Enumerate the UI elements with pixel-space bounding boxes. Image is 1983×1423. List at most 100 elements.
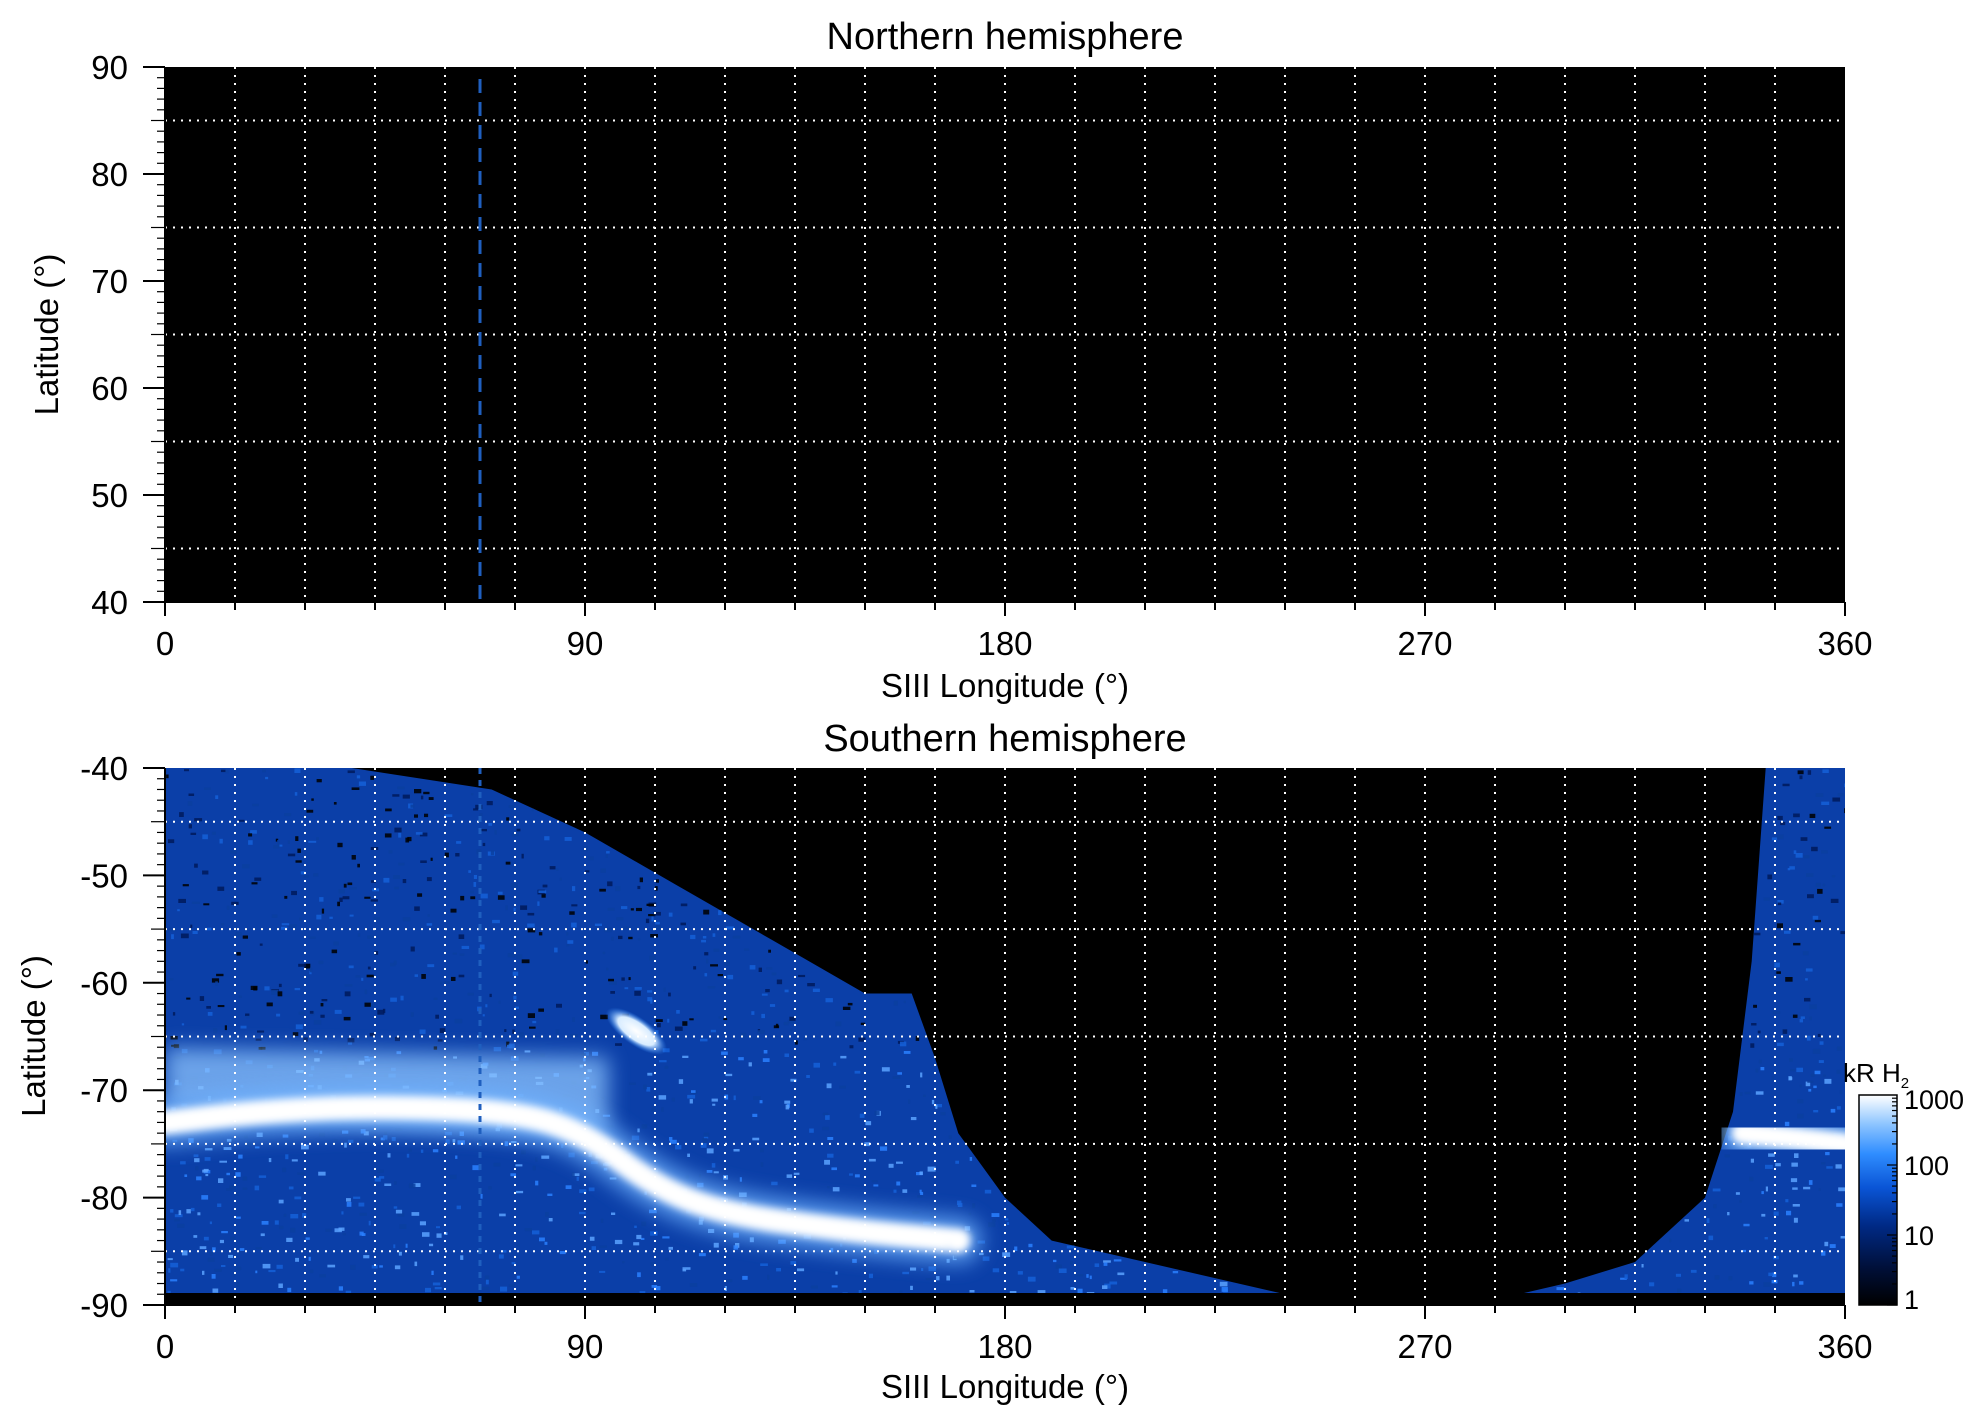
noise-pixel bbox=[180, 933, 189, 939]
noise-pixel bbox=[710, 1029, 716, 1033]
noise-pixel bbox=[740, 1032, 747, 1038]
noise-pixel bbox=[775, 1023, 779, 1028]
noise-pixel bbox=[405, 837, 410, 843]
noise-pixel bbox=[602, 951, 606, 955]
noise-pixel bbox=[1750, 1043, 1755, 1048]
noise-pixel bbox=[320, 1003, 324, 1007]
noise-pixel bbox=[682, 1269, 687, 1272]
noise-pixel bbox=[798, 974, 806, 978]
noise-pixel bbox=[252, 803, 259, 807]
noise-pixel bbox=[237, 819, 245, 822]
noise-pixel bbox=[706, 1148, 714, 1154]
noise-pixel bbox=[1793, 1217, 1798, 1223]
noise-pixel bbox=[689, 1283, 698, 1287]
noise-pixel bbox=[400, 995, 404, 1001]
noise-pixel bbox=[215, 981, 218, 986]
noise-pixel bbox=[435, 1014, 439, 1019]
noise-pixel bbox=[320, 1014, 325, 1018]
noise-pixel bbox=[822, 1112, 829, 1116]
noise-pixel bbox=[623, 926, 631, 929]
noise-pixel bbox=[548, 1218, 553, 1222]
noise-pixel bbox=[342, 896, 350, 900]
noise-pixel bbox=[316, 914, 322, 920]
noise-pixel bbox=[706, 1170, 713, 1173]
noise-pixel bbox=[309, 970, 312, 975]
noise-pixel bbox=[783, 1021, 789, 1026]
noise-pixel bbox=[338, 889, 345, 894]
noise-pixel bbox=[1793, 942, 1801, 946]
noise-pixel bbox=[761, 993, 768, 996]
noise-pixel bbox=[1814, 1070, 1821, 1075]
noise-pixel bbox=[637, 885, 641, 890]
noise-pixel bbox=[350, 1264, 356, 1270]
noise-pixel bbox=[204, 787, 211, 790]
noise-pixel bbox=[226, 905, 230, 910]
south-coverage-region bbox=[165, 768, 1845, 1305]
noise-pixel bbox=[455, 853, 460, 857]
noise-pixel bbox=[394, 1265, 401, 1270]
noise-pixel bbox=[680, 922, 686, 926]
noise-pixel bbox=[591, 1246, 596, 1250]
noise-pixel bbox=[693, 966, 697, 970]
noise-pixel bbox=[1813, 1110, 1819, 1113]
noise-pixel bbox=[394, 1036, 400, 1042]
noise-pixel bbox=[230, 1236, 236, 1241]
south-main-oval bbox=[165, 1095, 971, 1253]
noise-pixel bbox=[1649, 1282, 1655, 1287]
noise-pixel bbox=[733, 1149, 740, 1152]
noise-pixel bbox=[654, 886, 658, 891]
noise-pixel bbox=[859, 1113, 865, 1118]
noise-pixel bbox=[476, 849, 482, 855]
noise-pixel bbox=[1790, 1069, 1796, 1072]
noise-pixel bbox=[395, 1209, 403, 1214]
noise-pixel bbox=[1821, 850, 1828, 854]
noise-pixel bbox=[539, 1237, 545, 1242]
noise-pixel bbox=[881, 1067, 890, 1072]
noise-pixel bbox=[927, 1166, 936, 1172]
noise-pixel bbox=[621, 977, 625, 981]
noise-pixel bbox=[411, 1212, 420, 1216]
noise-pixel bbox=[265, 776, 269, 780]
noise-pixel bbox=[479, 813, 483, 817]
noise-pixel bbox=[504, 1029, 507, 1032]
noise-pixel bbox=[427, 914, 430, 917]
y-tick-label: -90 bbox=[80, 1287, 128, 1324]
noise-pixel bbox=[512, 1029, 515, 1034]
noise-pixel bbox=[458, 974, 465, 978]
noise-pixel bbox=[744, 948, 750, 951]
noise-pixel bbox=[1845, 1245, 1850, 1249]
noise-pixel bbox=[184, 769, 189, 772]
noise-pixel bbox=[520, 905, 528, 910]
noise-pixel bbox=[806, 1075, 810, 1078]
noise-pixel bbox=[1761, 1213, 1766, 1217]
noise-pixel bbox=[1793, 813, 1800, 818]
noise-pixel bbox=[827, 1153, 834, 1158]
noise-pixel bbox=[1776, 971, 1781, 974]
noise-pixel bbox=[1782, 783, 1790, 787]
noise-pixel bbox=[854, 1070, 861, 1074]
noise-pixel bbox=[254, 877, 262, 881]
noise-pixel bbox=[284, 813, 292, 817]
noise-pixel bbox=[358, 1202, 365, 1207]
noise-pixel bbox=[211, 831, 216, 835]
noise-pixel bbox=[351, 787, 360, 790]
noise-pixel bbox=[250, 830, 257, 834]
noise-pixel bbox=[752, 1113, 758, 1117]
noise-pixel bbox=[1830, 1108, 1836, 1113]
noise-pixel bbox=[255, 1038, 262, 1041]
noise-pixel bbox=[1789, 866, 1795, 870]
noise-pixel bbox=[860, 1022, 866, 1025]
noise-pixel bbox=[589, 1236, 595, 1241]
noise-pixel bbox=[388, 850, 393, 854]
noise-pixel bbox=[364, 896, 371, 899]
noise-pixel bbox=[646, 1087, 651, 1092]
noise-pixel bbox=[977, 1240, 985, 1244]
noise-pixel bbox=[833, 1062, 837, 1066]
noise-pixel bbox=[588, 1187, 595, 1192]
noise-pixel bbox=[492, 919, 500, 924]
noise-pixel bbox=[972, 1203, 976, 1209]
noise-pixel bbox=[765, 989, 770, 993]
noise-pixel bbox=[795, 1040, 798, 1045]
noise-pixel bbox=[255, 1146, 260, 1149]
noise-pixel bbox=[571, 922, 577, 928]
